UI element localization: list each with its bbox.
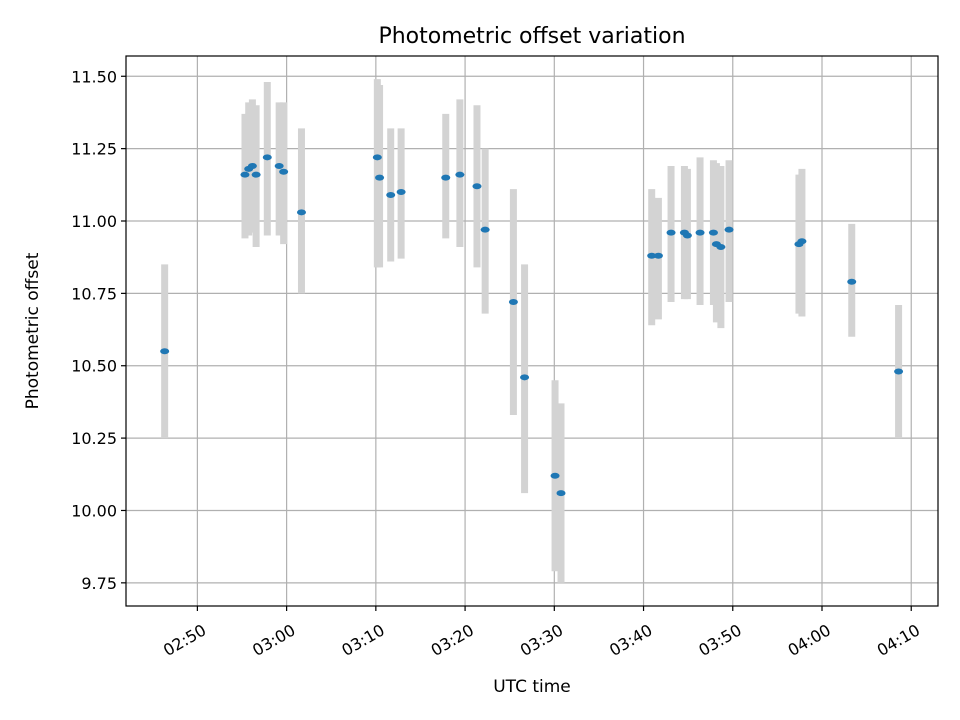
y-tick-label: 9.75 — [81, 574, 117, 593]
y-tick-label: 11.50 — [71, 67, 117, 86]
y-tick-label: 10.50 — [71, 357, 117, 376]
y-axis-label: Photometric offset — [23, 252, 43, 409]
data-point — [682, 232, 692, 239]
data-point — [274, 163, 284, 169]
data-point — [724, 226, 734, 233]
data-point — [847, 278, 857, 285]
data-point — [508, 299, 518, 306]
data-point — [472, 183, 482, 190]
data-point — [247, 163, 257, 169]
data-point — [480, 226, 490, 233]
x-axis-label: UTC time — [493, 677, 571, 697]
y-tick-label: 11.00 — [71, 212, 117, 231]
data-point — [708, 229, 718, 236]
data-point — [396, 189, 406, 196]
data-point — [556, 490, 566, 497]
data-point — [653, 252, 663, 259]
data-point — [797, 238, 807, 245]
data-point — [455, 171, 465, 178]
data-point — [296, 209, 306, 216]
y-tick-label: 11.25 — [71, 140, 117, 159]
data-point — [695, 229, 705, 236]
data-point — [240, 171, 250, 178]
y-axis-ticks: 9.75 10.00 10.25 10.50 10.75 11.00 11.25 11.50 — [71, 67, 126, 593]
data-point — [666, 229, 676, 236]
data-point — [386, 191, 396, 198]
grid — [126, 56, 938, 606]
data-point — [375, 174, 385, 181]
data-point — [550, 472, 560, 479]
data-point — [716, 244, 726, 251]
data-point — [160, 348, 170, 355]
y-tick-label: 10.25 — [71, 429, 117, 448]
data-point — [251, 171, 261, 178]
plot-frame — [125, 55, 939, 607]
data-points — [160, 154, 904, 497]
data-point — [279, 168, 289, 175]
y-tick-label: 10.00 — [71, 501, 117, 520]
data-point — [647, 252, 657, 259]
chart-title: Photometric offset variation — [378, 24, 685, 49]
data-point — [262, 154, 272, 161]
y-tick-label: 10.75 — [71, 284, 117, 303]
data-point — [372, 154, 382, 161]
data-point — [894, 368, 904, 375]
data-point — [520, 374, 530, 381]
data-point — [441, 174, 451, 181]
